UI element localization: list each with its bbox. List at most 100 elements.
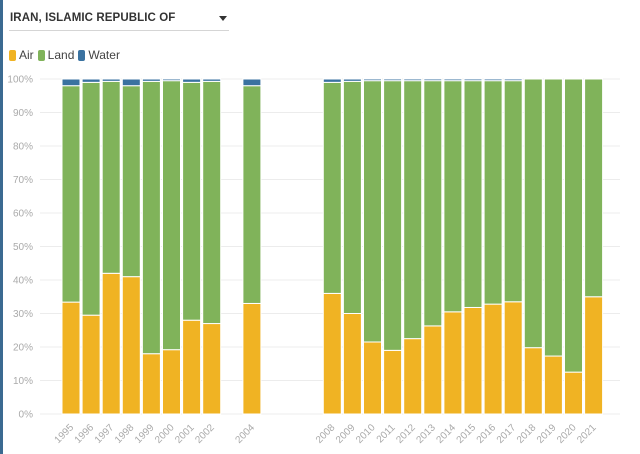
bar-air-2001[interactable] (182, 319, 202, 415)
bar-land-2001[interactable] (182, 81, 202, 321)
bar-air-1999[interactable] (141, 353, 161, 415)
bar-air-2010[interactable] (363, 341, 382, 415)
y-tick-label: 20% (13, 343, 33, 354)
bar-air-2011[interactable] (383, 349, 403, 415)
legend-item-air[interactable]: Air (9, 48, 34, 62)
x-tick-label: 2001 (173, 422, 197, 446)
bar-water-2001[interactable] (182, 78, 202, 83)
x-tick-label: 1996 (73, 422, 97, 446)
bar-water-1998[interactable] (121, 78, 141, 87)
bar-water-2012[interactable] (403, 78, 423, 82)
bar-land-2004[interactable] (242, 85, 262, 304)
bar-land-2009[interactable] (342, 80, 362, 314)
country-dropdown[interactable]: IRAN, ISLAMIC REPUBLIC OF (9, 8, 229, 31)
bar-land-2014[interactable] (443, 80, 463, 313)
bar-land-2020[interactable] (564, 78, 583, 373)
y-tick-label: 70% (13, 175, 33, 186)
bar-land-2012[interactable] (403, 80, 423, 340)
bar-water-2017[interactable] (503, 78, 523, 82)
bar-air-2013[interactable] (423, 325, 443, 415)
bar-land-2013[interactable] (423, 80, 443, 327)
bar-land-2011[interactable] (383, 80, 403, 351)
bar-land-2017[interactable] (503, 80, 523, 303)
bar-air-2002[interactable] (202, 323, 222, 415)
bar-air-2016[interactable] (483, 303, 503, 415)
x-tick-label: 2015 (455, 422, 479, 446)
bar-water-1997[interactable] (101, 78, 121, 82)
chevron-down-icon[interactable] (219, 16, 227, 21)
bar-air-2014[interactable] (443, 311, 463, 415)
bar-land-1995[interactable] (61, 85, 81, 303)
bar-land-2016[interactable] (483, 80, 503, 305)
bar-water-1999[interactable] (141, 78, 161, 82)
bar-land-2015[interactable] (463, 80, 483, 308)
bar-land-1997[interactable] (101, 80, 121, 274)
bar-water-2004[interactable] (242, 78, 262, 87)
bar-water-2000[interactable] (162, 78, 181, 82)
x-tick-label: 2012 (394, 422, 418, 446)
legend-label-water: Water (88, 48, 120, 62)
bar-water-1995[interactable] (61, 78, 81, 87)
bar-air-2019[interactable] (543, 355, 563, 415)
bar-land-1998[interactable] (121, 85, 141, 278)
x-tick-label: 1998 (113, 422, 137, 446)
bar-air-1998[interactable] (121, 276, 141, 415)
bar-land-1996[interactable] (81, 81, 101, 316)
bar-air-2018[interactable] (523, 347, 543, 415)
y-tick-label: 0% (19, 410, 34, 421)
bar-land-2010[interactable] (363, 80, 382, 343)
x-tick-label: 2010 (354, 422, 378, 446)
x-tick-label: 2009 (334, 422, 358, 446)
bar-land-2000[interactable] (162, 80, 181, 351)
bar-air-2015[interactable] (463, 306, 483, 415)
bar-water-2016[interactable] (483, 78, 503, 82)
bar-water-2014[interactable] (443, 78, 463, 82)
y-axis: 0% 10% 20% 30% 40% 50% 60% 70% 80% 90% 100% (7, 75, 33, 421)
bar-air-2004[interactable] (242, 302, 262, 415)
x-tick-label: 2021 (575, 422, 599, 446)
bar-water-1996[interactable] (81, 78, 101, 83)
bar-land-2008[interactable] (322, 81, 342, 294)
y-tick-label: 60% (13, 209, 33, 220)
y-tick-label: 50% (13, 242, 33, 253)
legend-swatch-air (9, 49, 16, 61)
x-tick-label: 2013 (414, 422, 438, 446)
x-tick-label: 2018 (515, 422, 539, 446)
legend-swatch-water (78, 49, 86, 61)
bar-air-2020[interactable] (564, 371, 583, 415)
bar-land-1999[interactable] (141, 80, 161, 355)
bar-air-1997[interactable] (101, 272, 121, 415)
legend-item-land[interactable]: Land (37, 48, 74, 62)
bar-water-2013[interactable] (423, 78, 443, 82)
bar-air-2017[interactable] (503, 301, 523, 415)
bar-air-1995[interactable] (61, 301, 81, 415)
bar-air-2000[interactable] (162, 349, 181, 415)
bar-water-2015[interactable] (463, 78, 483, 82)
bar-land-2002[interactable] (202, 80, 222, 325)
bar-air-2021[interactable] (584, 296, 604, 415)
bar-air-2009[interactable] (342, 313, 362, 415)
bar-land-2019[interactable] (543, 78, 563, 357)
x-tick-label: 2020 (555, 422, 579, 446)
x-tick-label: 2017 (495, 422, 519, 446)
bar-water-2008[interactable] (322, 78, 342, 83)
y-tick-label: 90% (13, 108, 33, 119)
bar-land-2018[interactable] (523, 78, 543, 349)
legend-swatch-land (37, 49, 45, 61)
country-dropdown-value: IRAN, ISLAMIC REPUBLIC OF (10, 12, 176, 24)
bar-land-2021[interactable] (584, 78, 604, 298)
bars (61, 78, 604, 415)
legend: Air Land Water (9, 48, 124, 62)
bar-water-2011[interactable] (383, 78, 403, 82)
bar-air-1996[interactable] (81, 314, 101, 415)
bar-air-2012[interactable] (403, 338, 423, 415)
bar-water-2009[interactable] (342, 78, 362, 82)
bar-water-2010[interactable] (363, 78, 382, 82)
bar-air-2008[interactable] (322, 292, 342, 415)
legend-item-water[interactable]: Water (78, 48, 120, 62)
x-tick-label: 2014 (435, 422, 459, 446)
bar-water-2002[interactable] (202, 78, 222, 82)
x-tick-label: 1997 (93, 422, 117, 446)
